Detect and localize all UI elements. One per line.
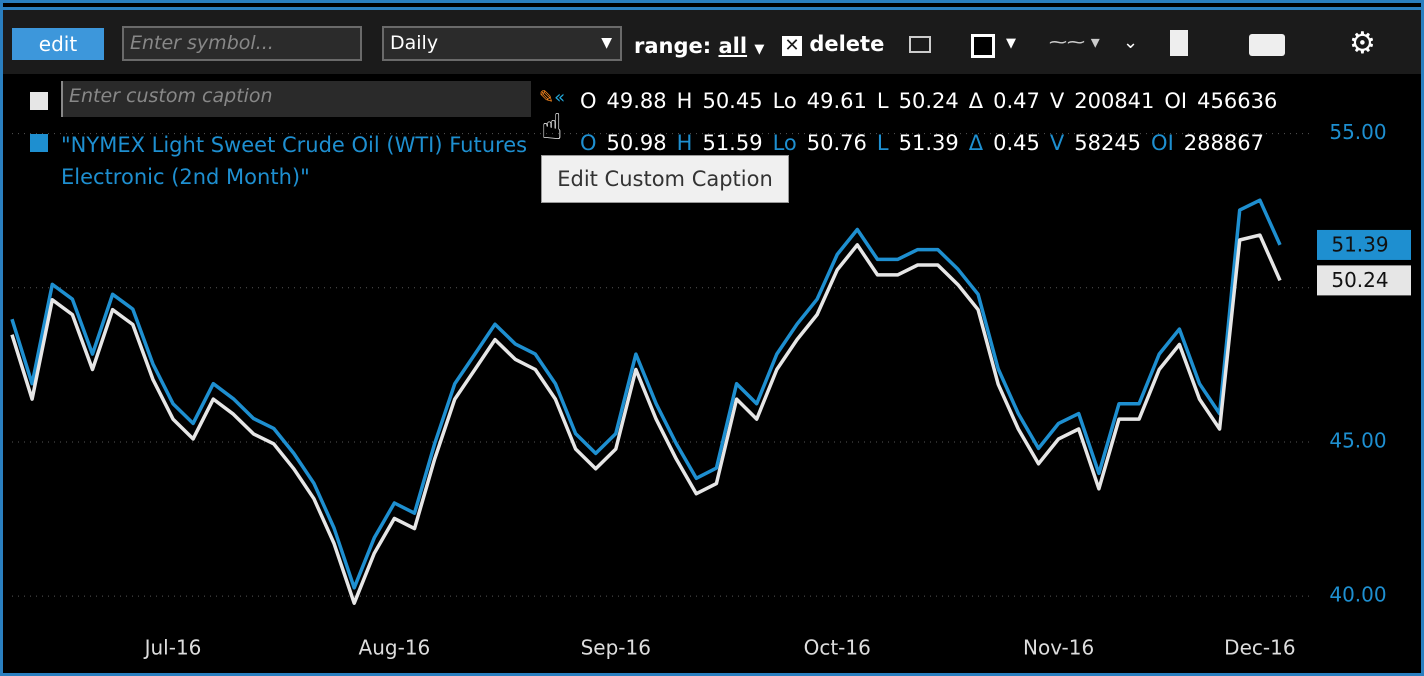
legend-key: Δ bbox=[968, 89, 984, 113]
legend-key: OI bbox=[1151, 131, 1174, 155]
last-value-badge bbox=[1317, 229, 1411, 260]
y-tick-label: 45.00 bbox=[1329, 428, 1386, 452]
last-value-label: 51.39 bbox=[1331, 232, 1388, 256]
x-tick-label: Jul-16 bbox=[143, 636, 202, 660]
legend-value: 49.61 bbox=[806, 89, 867, 113]
legend-key: OI bbox=[1164, 89, 1188, 113]
y-tick-label: 55.00 bbox=[1329, 120, 1386, 144]
legend-value: 50.24 bbox=[898, 89, 959, 113]
color-dropdown[interactable]: ▼ bbox=[1006, 36, 1016, 51]
tooltip: Edit Custom Caption bbox=[541, 155, 789, 203]
legend-row: O 50.98 H 51.59 Lo 50.76 L 51.39 Δ 0.45 V 58245 OI 28… bbox=[580, 131, 1274, 155]
legend-key: V bbox=[1049, 89, 1065, 113]
caption-input[interactable]: Enter custom caption bbox=[61, 81, 531, 117]
x-tick-label: Oct-16 bbox=[804, 636, 871, 660]
x-tick-label: Nov-16 bbox=[1023, 636, 1094, 660]
color-icon[interactable] bbox=[971, 34, 995, 58]
delete-button[interactable]: ✕ delete bbox=[782, 32, 884, 56]
legend-value: 50.45 bbox=[702, 89, 763, 113]
legend-value: 456636 bbox=[1197, 89, 1278, 113]
legend-value: 49.88 bbox=[606, 89, 667, 113]
collapse-icon[interactable]: ⌄ bbox=[1123, 32, 1139, 53]
legend-value: 0.47 bbox=[993, 89, 1040, 113]
legend-value: 50.76 bbox=[806, 131, 867, 155]
legend-value: 0.45 bbox=[993, 131, 1040, 155]
legend-swatch bbox=[30, 92, 48, 110]
legend-value: 50.98 bbox=[606, 131, 667, 155]
line-style-icon[interactable]: ⁓⁓ ▾ bbox=[1049, 32, 1100, 53]
legend-key: H bbox=[676, 131, 693, 155]
legend-key: L bbox=[876, 89, 889, 113]
range-label: range: bbox=[634, 34, 712, 58]
series-line bbox=[10, 198, 1282, 590]
edit-button[interactable]: edit bbox=[12, 28, 104, 60]
print-icon[interactable] bbox=[1249, 34, 1285, 56]
range-value: all bbox=[718, 34, 748, 58]
x-tick-label: Dec-16 bbox=[1224, 636, 1295, 660]
legend-key: V bbox=[1049, 131, 1065, 155]
y-tick-label: 40.00 bbox=[1329, 583, 1386, 607]
legend-key: Lo bbox=[772, 131, 797, 155]
legend-key: O bbox=[580, 89, 597, 113]
x-tick-label: Aug-16 bbox=[359, 636, 431, 660]
legend-value: 58245 bbox=[1074, 131, 1142, 155]
x-tick-label: Sep-16 bbox=[581, 636, 651, 660]
range-control[interactable]: range: all ▼ bbox=[634, 34, 765, 58]
legend-key: Lo bbox=[772, 89, 797, 113]
symbol-input[interactable]: Enter symbol... bbox=[122, 26, 362, 61]
legend-key: L bbox=[876, 131, 889, 155]
edit-caption-icon[interactable]: ✎« bbox=[539, 87, 566, 108]
legend-row: O 49.88 H 50.45 Lo 49.61 L 50.24 Δ 0.47 V 200841 OI 4… bbox=[580, 89, 1287, 113]
legend-value: 200841 bbox=[1074, 89, 1155, 113]
legend-key: H bbox=[676, 89, 693, 113]
series-name: "NYMEX Light Sweet Crude Oil (WTI) Futur… bbox=[61, 133, 528, 189]
delete-label: delete bbox=[809, 32, 885, 56]
last-value-label: 50.24 bbox=[1331, 268, 1388, 292]
toolbar: edit Enter symbol... Daily ▼ range: all ▼… bbox=[3, 7, 1421, 74]
last-value-badge bbox=[1317, 265, 1411, 296]
legend-value: 51.59 bbox=[702, 131, 763, 155]
chart: 40.0045.0050.0055.00Jul-16Aug-16Sep-16Oc… bbox=[10, 120, 1411, 660]
interval-value: Daily bbox=[390, 32, 439, 54]
series-line bbox=[10, 233, 1282, 605]
dropdown-arrow: ▼ bbox=[601, 35, 612, 51]
legend-key: Δ bbox=[968, 131, 984, 155]
legend-swatch bbox=[30, 134, 48, 152]
export-icon[interactable] bbox=[1170, 30, 1188, 56]
legend-key: O bbox=[580, 131, 597, 155]
interval-select[interactable]: Daily ▼ bbox=[382, 26, 622, 61]
settings-icon[interactable]: ⚙ bbox=[1349, 26, 1376, 61]
legend-value: 51.39 bbox=[898, 131, 959, 155]
legend-value: 288867 bbox=[1183, 131, 1264, 155]
cursor: ☝ bbox=[541, 107, 563, 148]
overlay-icon[interactable] bbox=[909, 36, 931, 53]
